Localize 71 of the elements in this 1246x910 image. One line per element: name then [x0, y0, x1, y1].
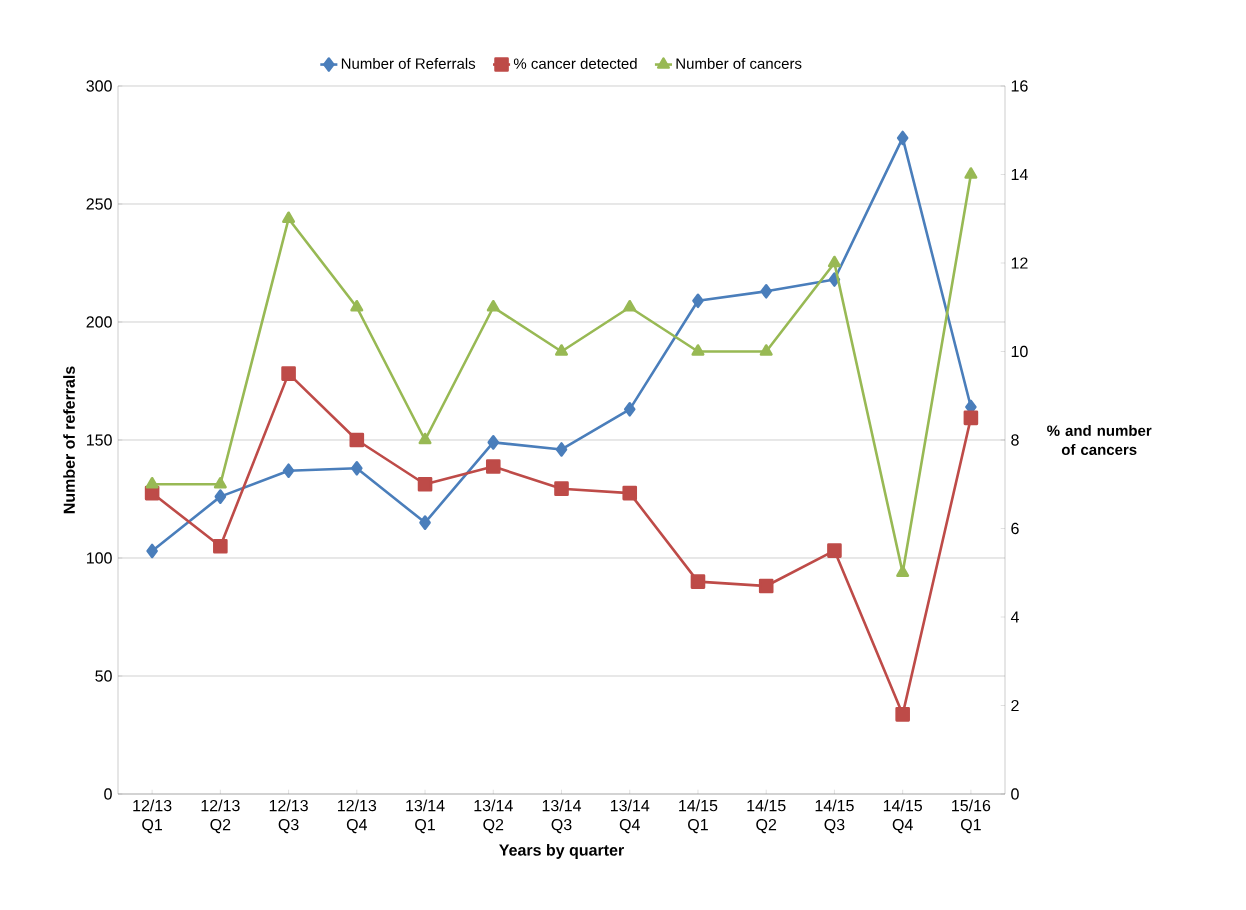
y-tick-label: 100: [87, 552, 112, 564]
x-tick-label: 13/14 Q2: [474, 799, 513, 834]
y-tick-label: 250: [86, 198, 112, 210]
point: [555, 344, 569, 356]
x-tick-label: 13/14 Q3: [542, 799, 582, 834]
point: [351, 461, 363, 476]
y2-tick-label: 0: [1011, 788, 1019, 800]
point: [487, 435, 500, 450]
x-tick-label: 13/14 Q4: [610, 799, 650, 834]
legend-label: Number of cancers: [676, 57, 802, 69]
y2-tick-label: 10: [1011, 345, 1028, 358]
point: [418, 432, 432, 445]
point: [146, 543, 158, 559]
y-tick-label: 0: [104, 788, 112, 800]
point: [213, 538, 228, 554]
x-tick-label: 13/14 Q1: [406, 799, 445, 834]
point: [963, 410, 979, 426]
point: [758, 578, 774, 594]
point: [282, 211, 296, 224]
point: [282, 463, 295, 478]
point: [623, 402, 636, 417]
point: [145, 476, 159, 489]
point: [555, 442, 568, 457]
x-tick-label: 14/15 Q2: [747, 799, 786, 834]
y-tick-label: 150: [87, 434, 112, 446]
y2-tick-label: 6: [1011, 522, 1019, 535]
y2-tick-label: 12: [1011, 257, 1028, 269]
point: [622, 485, 638, 501]
point: [213, 476, 227, 489]
point: [964, 167, 978, 179]
point: [827, 255, 841, 268]
x-tick-label: 14/15 Q4: [883, 799, 922, 834]
point: [486, 299, 500, 312]
x-tick-label: 12/13 Q2: [201, 799, 240, 834]
y-tick-label: 50: [95, 670, 112, 682]
point: [691, 344, 705, 356]
point: [690, 574, 706, 589]
point: [896, 130, 909, 146]
y2-tick-label: 14: [1011, 168, 1028, 180]
point: [417, 476, 433, 492]
x-axis-title: Years by quarter: [499, 844, 624, 859]
x-tick-label: 14/15 Q1: [679, 799, 718, 834]
x-tick-label: 12/13 Q4: [338, 799, 377, 834]
point: [827, 543, 842, 558]
legend-label: Number of Referrals: [341, 57, 476, 69]
x-tick-label: 12/13 Q1: [133, 799, 172, 834]
point: [623, 299, 637, 312]
point: [281, 366, 296, 381]
point: [485, 459, 501, 474]
point: [895, 707, 910, 722]
point: [896, 565, 910, 578]
x-tick-label: 12/13 Q3: [269, 799, 308, 834]
y-tick-label: 200: [86, 316, 112, 328]
y-axis-title: Number of referrals: [63, 366, 75, 514]
point: [760, 284, 772, 299]
y2-axis-title: % and number of cancers: [1047, 424, 1152, 455]
point: [419, 515, 431, 530]
point: [214, 489, 227, 504]
y-tick-label: 300: [86, 80, 112, 92]
legend-label: % cancer detected: [513, 57, 637, 69]
y2-tick-label: 8: [1011, 434, 1019, 446]
point: [554, 481, 569, 496]
point: [759, 344, 773, 356]
point: [692, 293, 704, 309]
y2-tick-label: 16: [1011, 80, 1028, 92]
x-tick-label: 15/16 Q1: [952, 799, 991, 834]
y2-tick-label: 4: [1010, 611, 1019, 623]
x-tick-label: 14/15 Q3: [815, 799, 854, 834]
y2-tick-label: 2: [1011, 699, 1019, 712]
point: [350, 299, 364, 312]
point: [349, 432, 365, 448]
